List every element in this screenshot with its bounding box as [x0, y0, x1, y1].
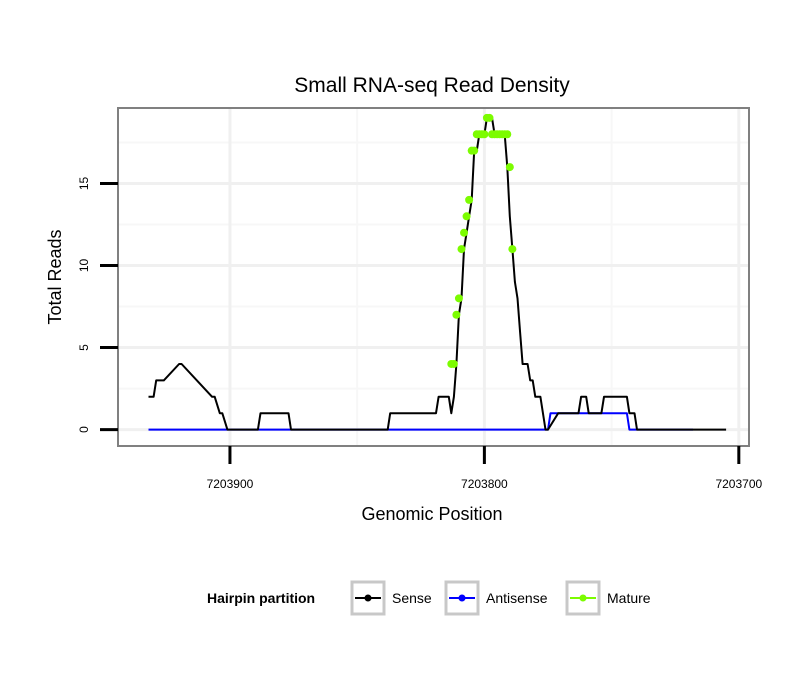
y-axis-title: Total Reads — [45, 229, 65, 324]
y-tick-label: 15 — [77, 176, 91, 190]
legend-label: Mature — [607, 590, 651, 606]
plot-panel — [118, 108, 749, 446]
series-layer — [148, 113, 727, 431]
legend: Hairpin partition Sense Antisense Mature — [207, 580, 651, 616]
mature-point — [503, 130, 512, 139]
mature-point — [505, 163, 514, 172]
legend-key-point — [579, 594, 587, 602]
mature-point — [449, 359, 458, 368]
x-tick-label: 7203800 — [461, 477, 508, 491]
x-tick-label: 7203700 — [715, 477, 762, 491]
legend-label: Sense — [392, 590, 432, 606]
y-axis: 0 5 10 15 — [77, 176, 118, 433]
legend-label: Antisense — [486, 590, 548, 606]
legend-item-sense: Sense — [350, 580, 432, 616]
x-axis: 7203900 7203800 7203700 — [207, 446, 763, 491]
y-tick-label: 5 — [77, 344, 91, 351]
mature-point — [462, 212, 471, 221]
x-axis-title: Genomic Position — [361, 504, 502, 524]
mature-point — [454, 294, 463, 303]
mature-point — [457, 245, 466, 254]
y-tick-label: 10 — [77, 259, 91, 273]
legend-item-mature: Mature — [565, 580, 651, 616]
x-tick-label: 7203900 — [207, 477, 254, 491]
plot-border — [117, 107, 750, 447]
mature-point — [485, 113, 494, 122]
legend-key-point — [364, 594, 372, 602]
mature-point — [480, 130, 489, 139]
mature-point — [460, 228, 469, 237]
mature-point — [508, 245, 517, 254]
y-tick-label: 0 — [77, 426, 91, 433]
mature-point — [452, 310, 461, 319]
mature-point — [470, 146, 479, 155]
legend-item-antisense: Antisense — [444, 580, 548, 616]
legend-key-point — [458, 594, 466, 602]
legend-title: Hairpin partition — [207, 590, 315, 606]
mature-point — [465, 195, 474, 204]
chart-title: Small RNA-seq Read Density — [294, 74, 570, 97]
